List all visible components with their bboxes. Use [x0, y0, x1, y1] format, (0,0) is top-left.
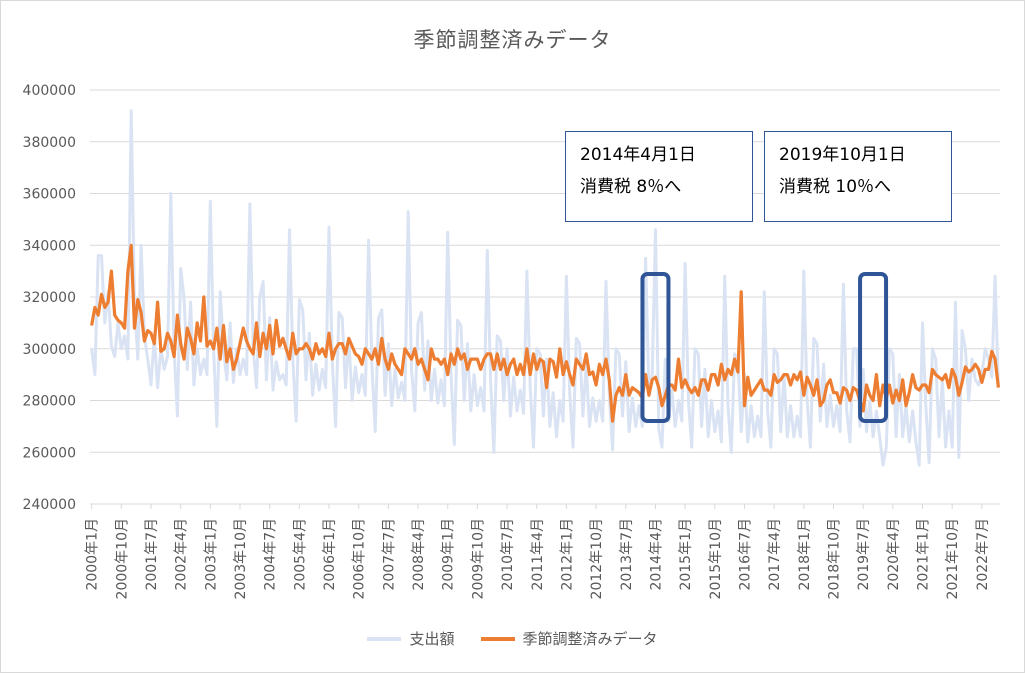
x-tick-label: 2009年10月 [470, 518, 486, 599]
x-tick-label: 2003年1月 [203, 518, 219, 591]
y-tick-label: 280000 [23, 394, 76, 410]
x-tick-label: 2011年4月 [530, 518, 546, 591]
series-line-adjusted [90, 243, 1000, 423]
y-tick-label: 380000 [23, 135, 76, 151]
annotation-2014: 2014年4月1日 消費税 8％へ [565, 131, 753, 222]
x-tick-label: 2016年7月 [737, 518, 753, 591]
annotation-2019-date: 2019年10月1日 [779, 145, 906, 165]
y-tick-label: 340000 [23, 238, 76, 254]
x-tick-label: 2006年1月 [322, 518, 338, 591]
highlight-2014 [640, 272, 671, 423]
x-tick-label: 2014年4月 [648, 518, 664, 591]
x-tick-label: 2000年1月 [85, 518, 101, 591]
chart-legend: 支出額 季節調整済みデータ [0, 628, 1025, 649]
annotation-2019: 2019年10月1日 消費税 10％へ [764, 131, 952, 222]
x-tick-label: 2012年10月 [589, 518, 605, 599]
x-tick-label: 2013年7月 [619, 518, 635, 591]
y-tick-label: 320000 [23, 290, 76, 306]
legend-item-adjusted: 季節調整済みデータ [480, 628, 658, 649]
x-tick-label: 2007年7月 [381, 518, 397, 591]
x-tick-label: 2008年4月 [411, 518, 427, 591]
x-tick-label: 2018年1月 [797, 518, 813, 591]
x-tick-label: 2015年1月 [678, 518, 694, 591]
x-tick-label: 2009年1月 [441, 518, 457, 591]
highlight-2019 [858, 272, 889, 423]
y-tick-label: 260000 [23, 445, 76, 461]
x-tick-label: 2004年7月 [263, 518, 279, 591]
x-tick-label: 2010年7月 [500, 518, 516, 591]
legend-label-adjusted: 季節調整済みデータ [522, 630, 658, 648]
x-tick-label: 2001年7月 [144, 518, 160, 591]
x-tick-label: 2020年4月 [886, 518, 902, 591]
x-tick-label: 2022年7月 [975, 518, 991, 591]
legend-item-spending: 支出額 [367, 628, 455, 649]
x-tick-label: 2012年1月 [559, 518, 575, 591]
x-tick-label: 2000年10月 [114, 518, 130, 599]
x-tick-label: 2005年4月 [292, 518, 308, 591]
y-tick-label: 240000 [23, 497, 76, 513]
x-tick-label: 2021年10月 [945, 518, 961, 599]
x-tick-label: 2017年4月 [767, 518, 783, 591]
y-tick-label: 360000 [23, 187, 76, 203]
legend-swatch-adjusted [480, 636, 515, 641]
legend-label-spending: 支出額 [409, 630, 455, 648]
annotation-2019-note: 消費税 10％へ [779, 177, 892, 197]
x-tick-label: 2019年7月 [856, 518, 872, 591]
chart-title: 季節調整済みデータ [413, 28, 612, 52]
x-tick-label: 2006年10月 [352, 518, 368, 599]
x-tick-label: 2002年4月 [174, 518, 190, 591]
x-tick-label: 2021年1月 [916, 518, 932, 591]
annotation-2014-note: 消費税 8％へ [580, 177, 682, 197]
y-tick-label: 300000 [23, 342, 76, 358]
y-tick-label: 400000 [23, 83, 76, 99]
x-tick-label: 2018年10月 [826, 518, 842, 599]
x-tick-label: 2015年10月 [708, 518, 724, 599]
annotation-2014-date: 2014年4月1日 [580, 145, 696, 165]
x-tick-label: 2003年10月 [233, 518, 249, 599]
legend-swatch-spending [367, 636, 402, 641]
